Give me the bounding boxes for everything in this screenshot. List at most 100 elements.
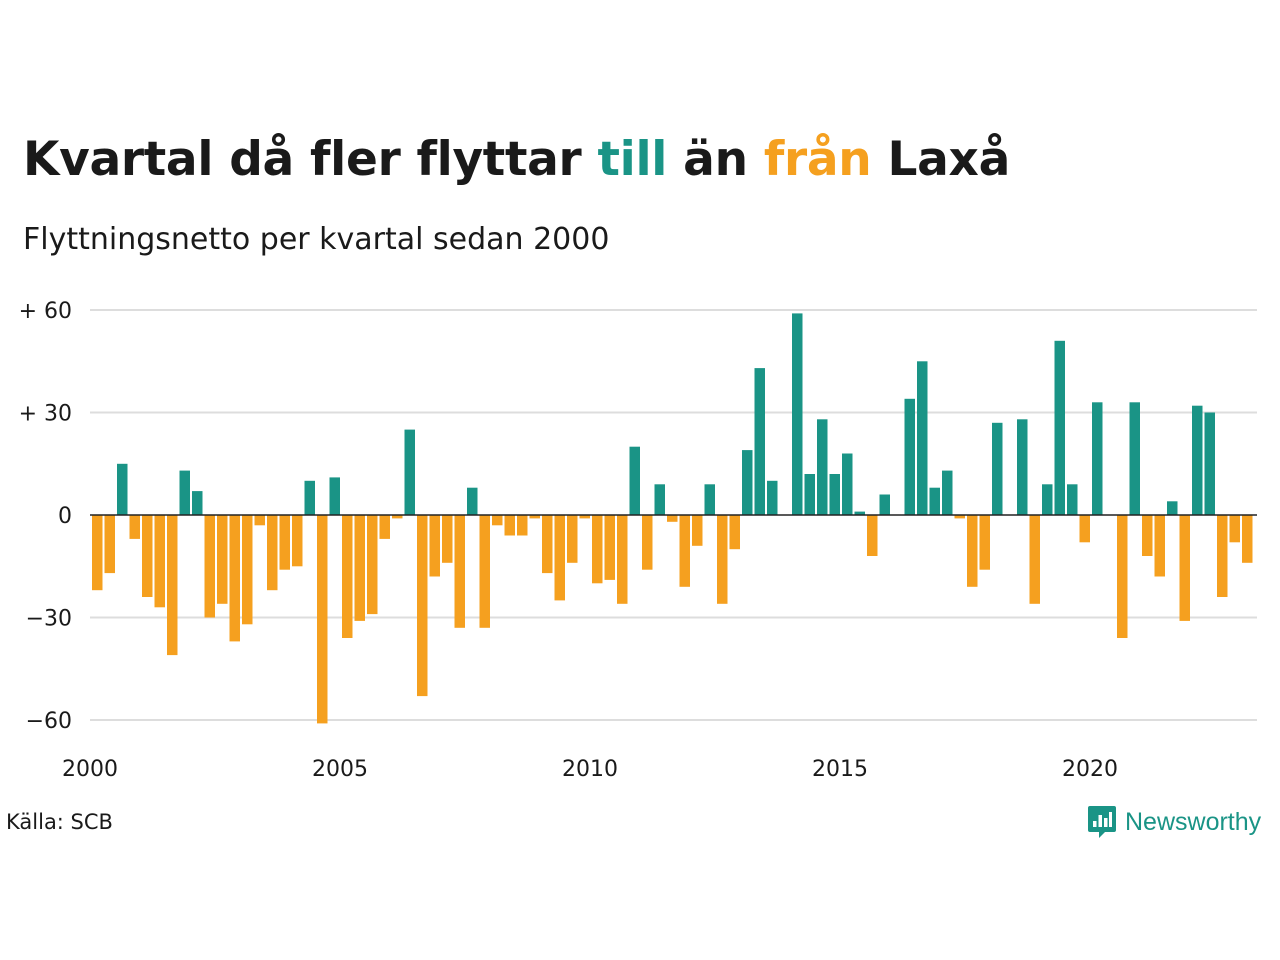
bars <box>92 313 1253 724</box>
bar <box>942 470 953 515</box>
bar <box>542 515 553 574</box>
chart-title: Kvartal då fler flyttar till än från Lax… <box>23 132 1010 187</box>
bar <box>842 453 853 515</box>
x-tick-label: 2020 <box>1062 757 1118 782</box>
bar <box>104 515 115 574</box>
title-part-2: än <box>667 132 764 187</box>
bar <box>567 515 578 563</box>
bar <box>354 515 365 621</box>
bar <box>604 515 615 580</box>
bar <box>529 515 540 519</box>
bar <box>154 515 165 608</box>
bar <box>554 515 565 601</box>
bar <box>117 463 128 516</box>
bar <box>617 515 628 604</box>
bar <box>704 484 715 516</box>
bar <box>967 515 978 587</box>
bar <box>579 515 590 519</box>
bar <box>317 515 328 724</box>
bar <box>492 515 503 526</box>
bar <box>1079 515 1090 543</box>
bar <box>479 515 490 628</box>
y-tick-label: + 60 <box>19 299 72 324</box>
bar <box>1167 501 1178 515</box>
bar <box>292 515 303 567</box>
bar <box>1179 515 1190 621</box>
bar <box>142 515 153 597</box>
bar <box>329 477 340 515</box>
bar <box>767 480 778 515</box>
bar <box>742 450 753 515</box>
chart-subtitle: Flyttningsnetto per kvartal sedan 2000 <box>23 222 610 257</box>
bar <box>1042 484 1053 516</box>
x-tick-label: 2000 <box>62 757 118 782</box>
bar <box>1067 484 1078 516</box>
y-tick-label: + 30 <box>19 402 72 427</box>
bar <box>204 515 215 618</box>
newsworthy-logo-icon <box>1088 806 1116 838</box>
bar <box>392 515 403 519</box>
title-part-1: Kvartal då fler flyttar <box>23 132 598 187</box>
bar <box>679 515 690 587</box>
y-tick-label: −60 <box>26 709 72 734</box>
bar <box>192 491 203 515</box>
x-tick-label: 2015 <box>812 757 868 782</box>
bar <box>792 313 803 515</box>
bar <box>817 419 828 515</box>
y-tick-label: −30 <box>26 607 72 632</box>
bar <box>1029 515 1040 604</box>
bar <box>654 484 665 516</box>
bar <box>1117 515 1128 638</box>
bar <box>467 487 478 515</box>
title-word-fran: från <box>763 132 872 187</box>
bar <box>167 515 178 656</box>
brand-logo: Newsworthy <box>1087 804 1261 840</box>
bar <box>279 515 290 570</box>
bar <box>829 474 840 515</box>
bar <box>304 480 315 515</box>
bar <box>867 515 878 556</box>
bar <box>1217 515 1228 597</box>
bar <box>929 487 940 515</box>
bar <box>242 515 253 625</box>
bar <box>254 515 265 526</box>
x-tick-label: 2010 <box>562 757 618 782</box>
bar <box>804 474 815 515</box>
title-part-3: Laxå <box>871 132 1010 187</box>
bar <box>442 515 453 563</box>
title-word-till: till <box>597 132 668 187</box>
bar <box>129 515 140 539</box>
bar <box>729 515 740 550</box>
y-tick-label: 0 <box>58 504 72 529</box>
bar <box>229 515 240 642</box>
grid-lines <box>90 309 1257 721</box>
bar <box>917 361 928 516</box>
axes: + 60 + 30 0 −30 −60 2000 2005 2010 2015 2020 <box>19 299 1257 782</box>
bar <box>1229 515 1240 543</box>
bar <box>179 470 190 515</box>
bar <box>1242 515 1253 563</box>
bar <box>1092 402 1103 516</box>
bar <box>754 368 765 515</box>
bar <box>667 515 678 522</box>
bar <box>629 446 640 515</box>
bar <box>642 515 653 570</box>
bar <box>1054 340 1065 516</box>
bar <box>592 515 603 584</box>
bar <box>992 422 1003 516</box>
bar <box>404 429 415 515</box>
bar <box>367 515 378 615</box>
bar <box>1129 402 1140 516</box>
bar <box>1154 515 1165 577</box>
bar <box>904 398 915 515</box>
brand-name: Newsworthy <box>1125 807 1262 836</box>
x-tick-label: 2005 <box>312 757 368 782</box>
bar <box>979 515 990 570</box>
bar <box>342 515 353 638</box>
bar <box>854 511 865 515</box>
bar <box>429 515 440 577</box>
bar <box>717 515 728 604</box>
bar <box>1017 419 1028 515</box>
bar <box>454 515 465 628</box>
